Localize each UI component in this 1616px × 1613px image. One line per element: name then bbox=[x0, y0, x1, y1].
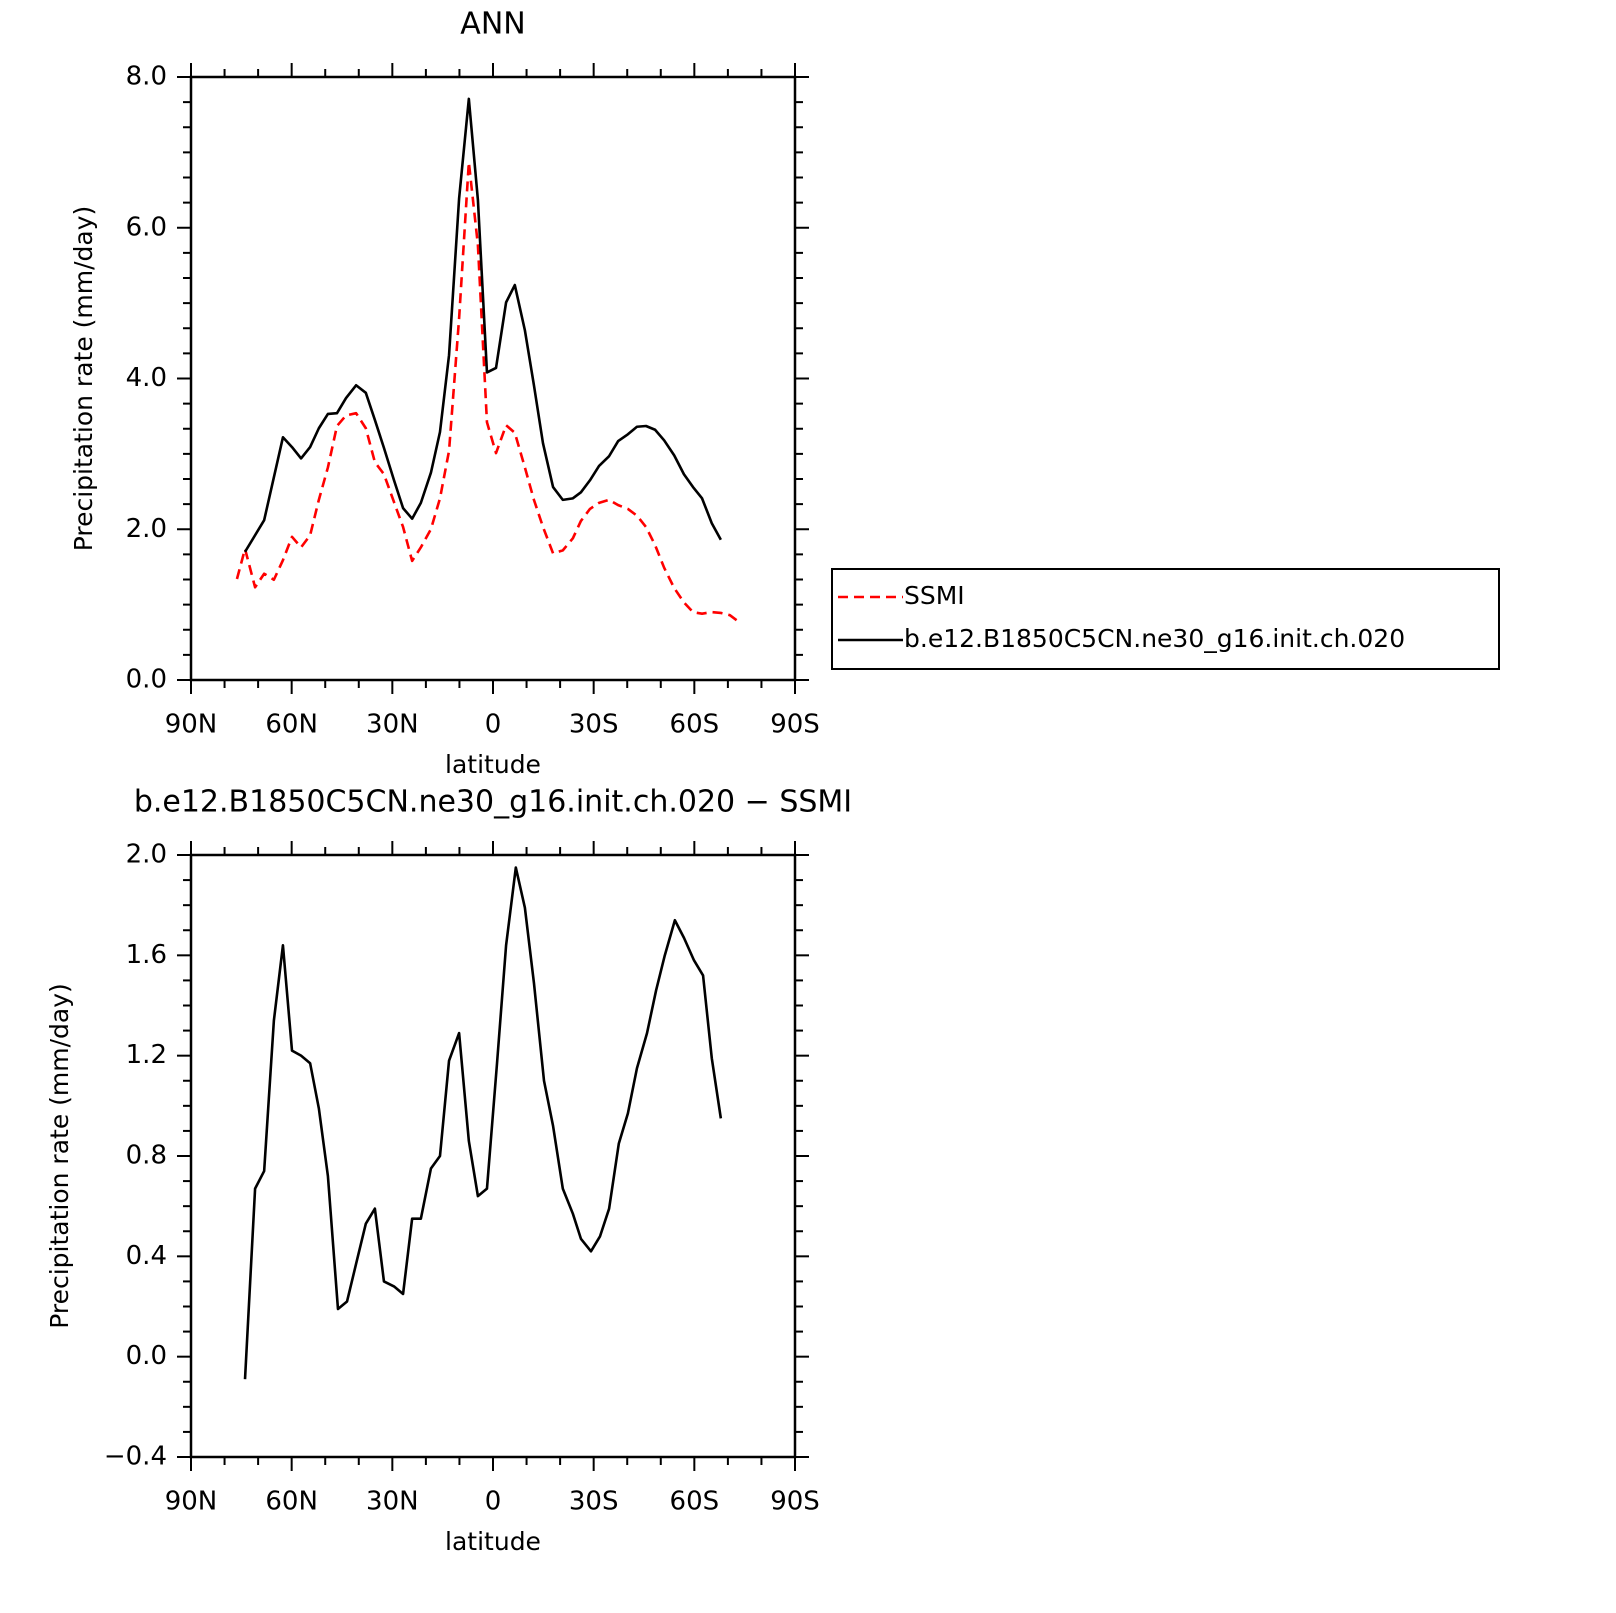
plot-frame bbox=[189, 853, 797, 1459]
x-tick-label: 60S bbox=[670, 1487, 720, 1517]
x-tick-label: 90N bbox=[165, 710, 218, 740]
chart-title: b.e12.B1850C5CN.ne30_g16.init.ch.020 − S… bbox=[134, 785, 852, 820]
x-axis-label: latitude bbox=[445, 1527, 541, 1556]
y-tick-label: 1.2 bbox=[126, 1040, 167, 1070]
x-tick-label: 30N bbox=[366, 710, 419, 740]
y-tick-label: 0.4 bbox=[126, 1241, 167, 1271]
x-tick-label: 30N bbox=[366, 1487, 419, 1517]
y-tick-label: 6.0 bbox=[126, 212, 167, 242]
x-tick-label: 90S bbox=[770, 710, 820, 740]
y-tick-label: −0.4 bbox=[104, 1442, 167, 1472]
x-tick-label: 90S bbox=[770, 1487, 820, 1517]
data-line bbox=[235, 160, 741, 624]
x-tick-label: 90N bbox=[165, 1487, 218, 1517]
y-tick-label: 2.0 bbox=[126, 514, 167, 544]
legend-box bbox=[831, 568, 1500, 670]
y-tick-label: 8.0 bbox=[126, 62, 167, 92]
y-tick-label: 4.0 bbox=[126, 363, 167, 393]
y-axis-label: Precipitation rate (mm/day) bbox=[45, 983, 74, 1329]
legend-label: b.e12.B1850C5CN.ne30_g16.init.ch.020 bbox=[904, 624, 1405, 653]
x-tick-label: 30S bbox=[569, 710, 619, 740]
data-line bbox=[243, 97, 722, 553]
y-tick-label: 1.6 bbox=[126, 940, 167, 970]
y-tick-label: 0.8 bbox=[126, 1141, 167, 1171]
x-tick-label: 0 bbox=[485, 710, 502, 740]
chart-title: ANN bbox=[460, 7, 525, 42]
y-tick-label: 0.0 bbox=[126, 1341, 167, 1371]
y-axis-label: Precipitation rate (mm/day) bbox=[69, 206, 98, 552]
y-tick-label: 2.0 bbox=[126, 840, 167, 870]
x-tick-label: 30S bbox=[569, 1487, 619, 1517]
data-line bbox=[243, 866, 723, 1380]
x-tick-label: 60S bbox=[670, 710, 720, 740]
x-axis-label: latitude bbox=[445, 750, 541, 779]
legend-label: SSMI bbox=[904, 581, 965, 610]
y-tick-label: 0.0 bbox=[126, 665, 167, 695]
plot-frame bbox=[189, 75, 797, 682]
x-tick-label: 60N bbox=[265, 1487, 318, 1517]
x-tick-label: 0 bbox=[485, 1487, 502, 1517]
x-tick-label: 60N bbox=[265, 710, 318, 740]
